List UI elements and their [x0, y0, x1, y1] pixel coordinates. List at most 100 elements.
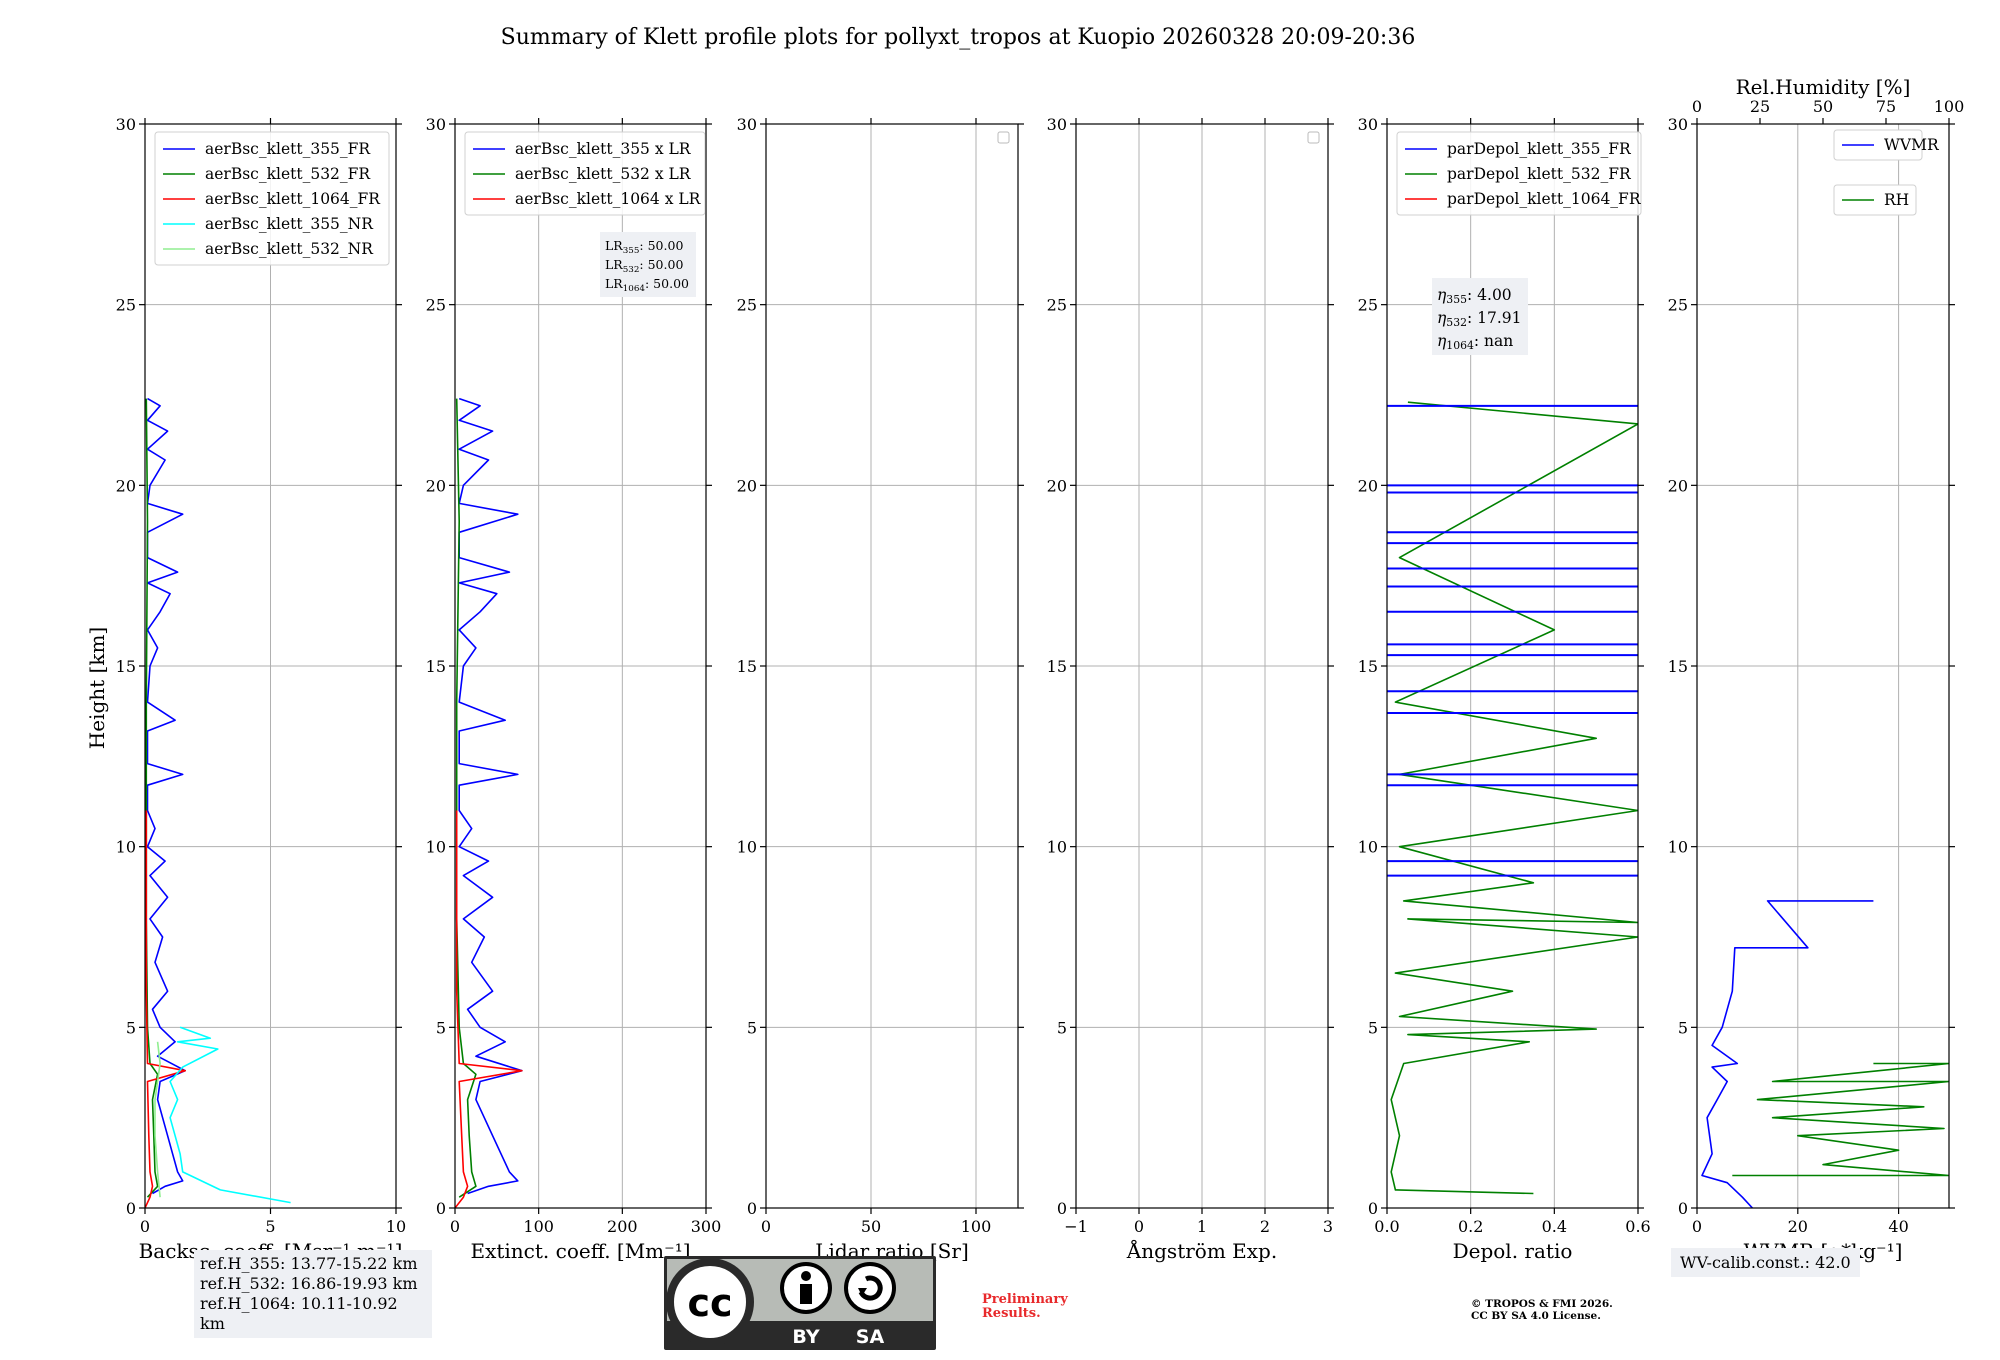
y-tick-label: 10 — [1358, 838, 1378, 857]
annotation-line: η355: 4.00 — [1437, 286, 1512, 306]
y-tick-label: 5 — [1368, 1018, 1378, 1037]
legend-box — [1833, 129, 1923, 161]
x-tick-label: 2 — [1260, 1217, 1270, 1236]
series-line-aerBsc_klett_355_FR — [146, 397, 186, 1195]
preliminary-line-2: Results. — [982, 1306, 1041, 1321]
y-tick-label: 0 — [1368, 1199, 1378, 1218]
y-tick-label: 30 — [1047, 115, 1067, 134]
x-tick-label: 0.6 — [1625, 1217, 1650, 1236]
y-tick-label: 15 — [1668, 657, 1688, 676]
top-x-tick-label: 25 — [1750, 97, 1770, 116]
y-tick-label: 15 — [1047, 657, 1067, 676]
x-tick-label: 3 — [1323, 1217, 1333, 1236]
series-line-aerBsc_klett_532 x LR — [455, 398, 477, 1198]
copyright-note: © TROPOS & FMI 2026. CC BY SA 4.0 Licens… — [1471, 1298, 1613, 1322]
y-tick-label: 25 — [737, 296, 757, 315]
y-tick-label: 5 — [1678, 1018, 1688, 1037]
top-x-tick-label: 100 — [1934, 97, 1965, 116]
x-tick-label: 5 — [265, 1217, 275, 1236]
y-tick-label: 10 — [116, 838, 136, 857]
y-tick-label: 20 — [1047, 476, 1067, 495]
y-tick-label: 5 — [436, 1018, 446, 1037]
series-line-RH — [1732, 1062, 1949, 1177]
y-tick-label: 20 — [426, 476, 446, 495]
x-tick-label: 0 — [761, 1217, 771, 1236]
legend-box — [1396, 131, 1642, 216]
legend-entry: aerBsc_klett_1064_FR — [205, 190, 381, 208]
ref-height-1064: ref.H_1064: 10.11-10.92 km — [200, 1294, 398, 1333]
y-tick-label: 20 — [116, 476, 136, 495]
y-tick-label: 10 — [737, 838, 757, 857]
annotation-box — [600, 232, 696, 297]
y-tick-label: 20 — [1358, 476, 1378, 495]
legend-entry: aerBsc_klett_1064 x LR — [515, 190, 702, 208]
y-tick-label: 25 — [1047, 296, 1067, 315]
x-tick-label: 20 — [1788, 1217, 1808, 1236]
x-tick-label: −1 — [1064, 1217, 1088, 1236]
annotation-line: LR1064: 50.00 — [605, 276, 689, 294]
x-tick-label: 0.4 — [1542, 1217, 1567, 1236]
series-line-parDepol_klett_532_FR — [1390, 401, 1638, 1195]
y-tick-label: 10 — [1047, 838, 1067, 857]
series-line-aerBsc_klett_355 x LR — [458, 397, 523, 1195]
series-line-aerBsc_klett_355_NR — [169, 1026, 291, 1204]
empty-legend-icon — [1307, 131, 1320, 144]
series-group — [145, 397, 291, 1208]
y-tick-label: 10 — [1668, 838, 1688, 857]
cc-text: cc — [687, 1281, 732, 1325]
annotation-line: η532: 17.91 — [1437, 309, 1522, 329]
legend-box — [154, 131, 390, 266]
y-tick-label: 15 — [1358, 657, 1378, 676]
reference-heights-box: ref.H_355: 13.77-15.22 km ref.H_532: 16.… — [194, 1250, 432, 1338]
y-axis-label: Height [km] — [85, 627, 109, 749]
x-axis-label: Ångström Exp. — [1126, 1238, 1277, 1263]
x-tick-label: 1 — [1197, 1217, 1207, 1236]
y-tick-label: 5 — [747, 1018, 757, 1037]
series-line-WVMR — [1701, 900, 1874, 1208]
y-tick-label: 0 — [747, 1199, 757, 1218]
series-line-aerBsc_klett_1064 x LR — [455, 810, 523, 1208]
sa-label: SA — [856, 1326, 885, 1348]
x-tick-label: 0 — [140, 1217, 150, 1236]
cc-license-badge: cc BY SA — [664, 1256, 936, 1350]
preliminary-line-1: Preliminary — [982, 1292, 1068, 1307]
legend-entry: aerBsc_klett_355_NR — [205, 215, 374, 233]
y-tick-label: 0 — [1057, 1199, 1067, 1218]
legend-entry: RH — [1884, 191, 1909, 209]
y-tick-label: 0 — [436, 1199, 446, 1218]
cc-icon — [666, 1258, 754, 1346]
y-tick-label: 25 — [1358, 296, 1378, 315]
legend-entry: aerBsc_klett_355 x LR — [515, 140, 692, 158]
legend-entry: WVMR — [1884, 136, 1940, 154]
top-axis-label: Rel.Humidity [%] — [1736, 75, 1911, 99]
chart-depol: 0 5 10 15 20 25 30 0.0 0.2 0.4 0.6 Depol. ratio parD… — [1358, 115, 1651, 1263]
y-tick-label: 30 — [116, 115, 136, 134]
y-tick-label: 15 — [426, 657, 446, 676]
legend-entry: aerBsc_klett_532_NR — [205, 240, 374, 258]
y-tick-label: 25 — [1668, 296, 1688, 315]
legend-entry: aerBsc_klett_532_FR — [205, 165, 371, 183]
x-axis-label: Extinct. coeff. [Mm⁻¹] — [470, 1239, 690, 1263]
y-tick-label: 30 — [426, 115, 446, 134]
ref-height-355: ref.H_355: 13.77-15.22 km — [200, 1254, 418, 1273]
y-tick-label: 15 — [116, 657, 136, 676]
series-line-aerBsc_klett_1064_FR — [145, 810, 186, 1208]
legend-box — [1833, 184, 1917, 216]
top-x-tick-label: 75 — [1876, 97, 1896, 116]
annotation-line: LR532: 50.00 — [605, 257, 683, 275]
series-line-aerBsc_klett_532_NR — [154, 1041, 161, 1198]
legend-box — [464, 131, 706, 216]
x-tick-label: 40 — [1888, 1217, 1908, 1236]
legend-entry: parDepol_klett_1064_FR — [1447, 190, 1642, 208]
legend-entry: parDepol_klett_532_FR — [1447, 165, 1632, 183]
x-tick-label: 0 — [450, 1217, 460, 1236]
y-tick-label: 20 — [1668, 476, 1688, 495]
x-axis-label: Depol. ratio — [1453, 1239, 1573, 1263]
y-tick-label: 20 — [737, 476, 757, 495]
figure-title: Summary of Klett profile plots for polly… — [501, 25, 1416, 50]
